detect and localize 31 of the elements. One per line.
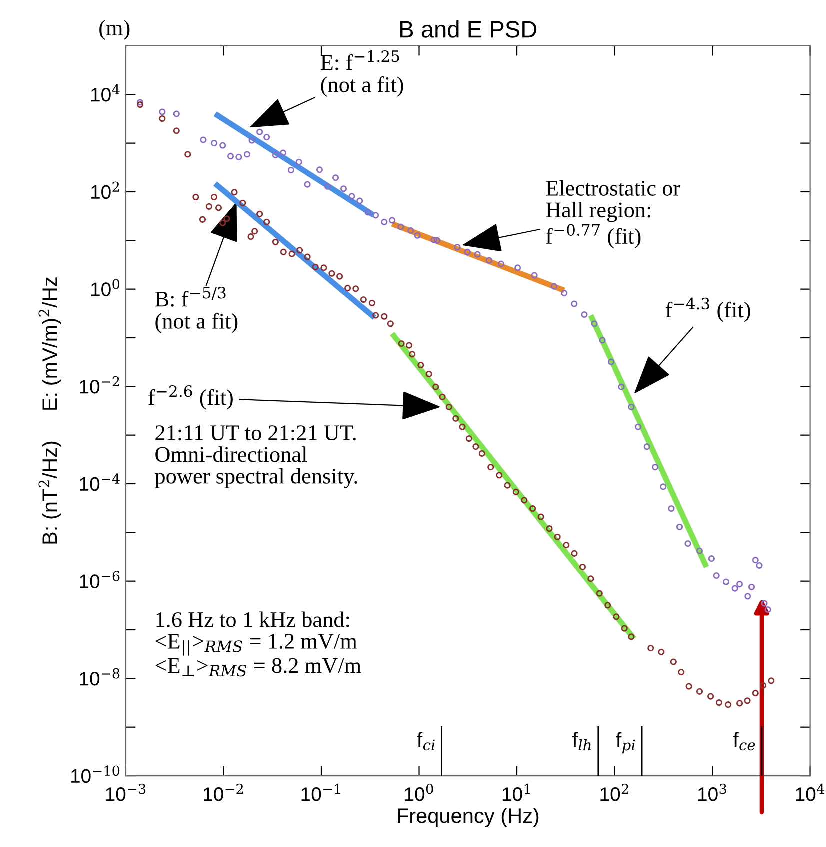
y-tick-label: 10$^{−6}$ <box>80 571 120 588</box>
y-tick-label: 10$^{0}$ <box>91 279 120 296</box>
x-tick-label: 10$^{1}$ <box>502 784 530 802</box>
y-axis-title: B: (nT$^{2}$/Hz) E: (mV/m)$^{2}$/Hz <box>38 278 62 544</box>
annotation: B: f$^{−5/3}$ (not a fit) <box>155 286 238 334</box>
y-tick-label: 10$^{−8}$ <box>80 668 120 686</box>
ref-line-label: f$_{ci}$ <box>417 732 435 751</box>
chart-title: B and E PSD <box>400 20 537 38</box>
annotation: E: f$^{−1.25}$ (not a fit) <box>320 50 404 97</box>
annotation: 21:11 UT to 21:21 UT. Omni-directional power spectral density. <box>155 426 358 488</box>
text: (m) <box>100 20 130 40</box>
ref-line-label: f$_{lh}$ <box>572 732 591 750</box>
ref-line-label: f$_{pi}$ <box>616 732 636 754</box>
y-tick-label: 10$^{2}$ <box>91 182 120 200</box>
annotation: Electrostatic or Hall region: f$^{−0.77}$ (fit) <box>546 180 680 249</box>
x-tick-label: 10$^{3}$ <box>698 784 726 802</box>
ref-line-label: f$_{ce}$ <box>733 732 756 751</box>
y-tick-label: 10$^{−2}$ <box>80 376 120 394</box>
x-tick-label: 10$^{0}$ <box>405 784 434 802</box>
annotation: f$^{−4.3}$ (fit) <box>666 298 750 322</box>
x-tick-label: 10$^{2}$ <box>600 784 628 802</box>
y-tick-label: 10$^{4}$ <box>91 84 120 102</box>
text: 1.6 Hz to 1 kHz band: <E$_{||}$>$_{RMS}$ = 1.2 mV/m <E$_{⊥}$>$_{RMS}$ = 8.2 mV/m <box>156 612 362 677</box>
y-tick-label: 10$^{−10}$ <box>71 766 120 784</box>
x-axis-title: Frequency (Hz) <box>398 808 539 828</box>
x-tick-label: 10$^{4}$ <box>796 784 825 802</box>
x-tick-label: 10$^{−1}$ <box>302 784 340 802</box>
x-tick-label: 10$^{−3}$ <box>106 784 146 802</box>
y-tick-label: 10$^{−4}$ <box>80 474 120 492</box>
x-tick-label: 10$^{−2}$ <box>204 784 244 802</box>
annotation: f$^{−2.6}$ (fit) <box>148 385 233 410</box>
